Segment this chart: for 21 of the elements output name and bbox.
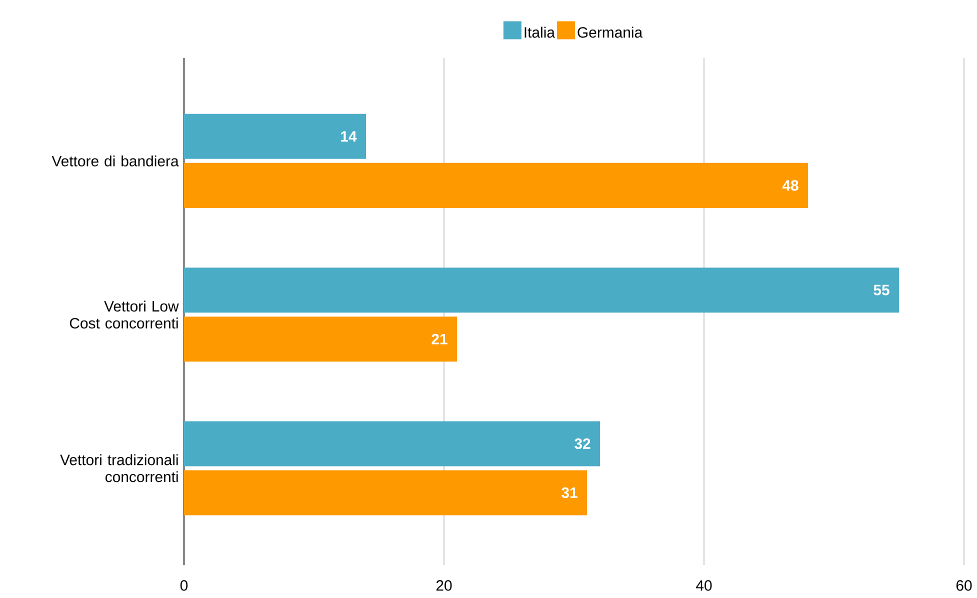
x-tick-label: 20 [436, 580, 452, 591]
bar [184, 316, 457, 362]
x-tick-label: 60 [956, 580, 972, 591]
legend-label: Italia [524, 26, 555, 38]
bar [184, 421, 600, 466]
y-tick-label: Vettore di bandiera [52, 155, 179, 166]
data-label: 48 [782, 180, 798, 191]
data-label: 55 [874, 284, 890, 296]
x-tick-label: 40 [696, 580, 712, 591]
data-label: 21 [432, 334, 448, 344]
bar [184, 470, 587, 516]
x-tick-label: 0 [180, 580, 188, 591]
data-label: 14 [341, 131, 357, 142]
bar [184, 268, 900, 313]
bar [184, 162, 808, 208]
y-tick-label: Vettori Low Cost concorrenti [70, 300, 179, 329]
data-label: 32 [574, 438, 590, 450]
data-label: 31 [562, 487, 578, 498]
bar [184, 114, 366, 159]
legend-label: Germania [578, 26, 643, 38]
y-tick-label: Vettori tradizionali concorrenti [60, 454, 178, 482]
